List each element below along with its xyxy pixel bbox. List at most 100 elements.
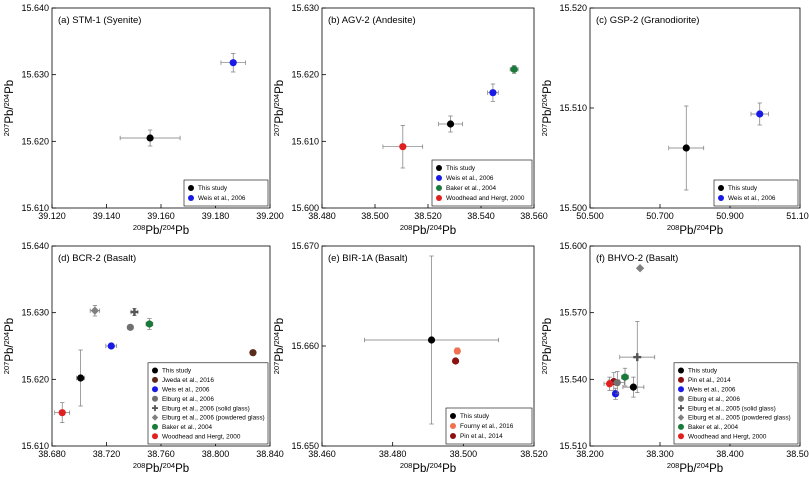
data-marker (229, 59, 237, 67)
panel-e-legend: This study Fourny et al., 2016 Pin et al.,… (445, 407, 533, 445)
data-marker (451, 357, 460, 365)
panel-d-title: (d) BCR-2 (Basalt) (58, 253, 136, 264)
panel-c-legend-box (713, 179, 799, 207)
panel-f-point-4 (619, 321, 656, 394)
data-marker (629, 383, 638, 391)
legend-dot (678, 395, 684, 402)
legend-dot (450, 433, 456, 439)
panel-d-point-7 (54, 402, 71, 424)
data-marker (621, 373, 629, 381)
panel-d-y-axis-label: 207Pb/204Pb (2, 318, 17, 374)
panel-b-title: (b) AGV-2 (Andesite) (328, 15, 416, 26)
panel-f-y-tick-label: 15.570 (559, 308, 587, 318)
panel-c-point-1 (750, 102, 769, 126)
legend-symbol (678, 395, 684, 402)
panel-e-x-tick-label: 38.480 (379, 449, 407, 459)
legend-symbol (152, 367, 158, 374)
panel-f-x-tick-label: 38.400 (716, 449, 744, 459)
data-marker (682, 144, 690, 152)
data-marker (427, 336, 436, 344)
legend-dot (678, 376, 684, 383)
data-marker (130, 308, 139, 316)
panel-d-legend-box (147, 362, 269, 445)
panel-e-point-0 (364, 255, 500, 425)
data-marker (126, 323, 134, 331)
panel-d-x-tick-label: 38.720 (93, 449, 121, 459)
legend-label: Elburg et al., 2005 (solid glass) (688, 405, 776, 412)
legend-dot (678, 433, 684, 440)
legend-symbol (152, 423, 158, 430)
panel-a-y-tick-label: 15.620 (21, 136, 49, 146)
panel-a-y-tick-label: 15.630 (21, 70, 49, 80)
legend-label: Elburg et al., 2006 (solid glass) (162, 405, 250, 412)
panel-d-point-6 (145, 318, 154, 330)
legend-label: Weis et al., 2006 (688, 387, 736, 394)
legend-symbol (678, 367, 684, 374)
panel-d-point-5 (89, 304, 101, 317)
panel-e-legend-box (445, 407, 533, 445)
panel-e-point-1 (453, 347, 461, 355)
legend-dot (678, 386, 684, 393)
data-marker (446, 120, 455, 128)
legend-dot (188, 185, 194, 191)
panel-a-plot-frame (51, 7, 271, 209)
legend-symbol (718, 185, 724, 191)
panel-e-point-2 (451, 357, 460, 365)
legend-symbol (152, 433, 158, 440)
data-marker (606, 380, 614, 388)
panel-a-x-tick-label: 39.200 (256, 211, 284, 221)
legend-label: Jweda et al., 2016 (162, 377, 214, 384)
legend-dot (188, 195, 194, 201)
legend-symbol (152, 405, 158, 412)
data-marker (249, 349, 257, 357)
panel-b-x-tick-label: 38.500 (361, 211, 389, 221)
legend-dot (152, 433, 158, 440)
panel-f-y-tick-label: 15.510 (559, 441, 587, 451)
panel-f-point-6 (621, 367, 629, 387)
panel-e-x-axis-label: 208Pb/204Pb (400, 461, 456, 476)
legend-label: This study (460, 413, 490, 420)
legend-label: Baker et al., 2004 (446, 185, 497, 192)
panel-c-y-tick-label: 15.510 (559, 103, 587, 113)
panel-e-x-tick-label: 38.500 (450, 449, 478, 459)
legend-label: Woodhead and Hergt, 2000 (162, 434, 241, 441)
panel-b-x-tick-label: 38.520 (414, 211, 442, 221)
panel-a-point-1 (220, 52, 246, 73)
legend-label: Baker et al., 2004 (162, 424, 213, 431)
legend-symbol (450, 413, 456, 419)
panel-b-data (382, 64, 519, 169)
panel-f-data (603, 264, 656, 400)
data-marker (145, 320, 154, 328)
panel-b-point-1 (487, 83, 499, 102)
panel-b-y-tick-label: 15.630 (291, 3, 319, 13)
panel-c-y-axis-label: 207Pb/204Pb (540, 80, 555, 136)
panel-d: 38.680 38.720 38.760 38.800 38.840 15.610 15.6… (2, 241, 284, 475)
panel-c-y-tick-label: 15.520 (559, 3, 587, 13)
panel-c-legend: This study Weis et al., 2006 (713, 179, 799, 207)
legend-diamond (677, 414, 685, 421)
legend-dot (152, 386, 158, 393)
legend-symbol (152, 395, 158, 402)
legend-dot (718, 185, 724, 191)
panel-b-y-tick-label: 15.620 (291, 70, 319, 80)
panel-b: 38.480 38.500 38.520 38.540 38.560 15.600 15.6… (272, 3, 548, 237)
legend-dot (152, 367, 158, 374)
panel-c-title: (c) GSP-2 (Granodiorite) (596, 15, 699, 26)
panel-e-y-tick-label: 15.660 (291, 341, 319, 351)
panel-d-data (54, 304, 257, 424)
legend-dot (718, 195, 724, 201)
panel-e: 38.460 38.480 38.500 38.520 15.650 15.660 15.6… (272, 241, 548, 475)
legend-symbol (677, 414, 685, 421)
panel-a-legend-box (183, 179, 269, 207)
panel-c-y-tick-label: 15.500 (559, 203, 587, 213)
legend-label: Woodhead and Hergt, 2000 (446, 195, 525, 202)
panel-e-x-tick-label: 38.460 (308, 449, 336, 459)
data-marker (146, 134, 154, 142)
panel-f-point-0 (622, 376, 645, 398)
panel-c-data (668, 102, 769, 191)
panel-a-x-tick-label: 39.180 (202, 211, 230, 221)
panel-d-y-tick-label: 15.630 (21, 308, 49, 318)
data-marker (77, 374, 85, 382)
panel-d-point-2 (105, 342, 118, 350)
legend-label: This study (728, 185, 758, 192)
